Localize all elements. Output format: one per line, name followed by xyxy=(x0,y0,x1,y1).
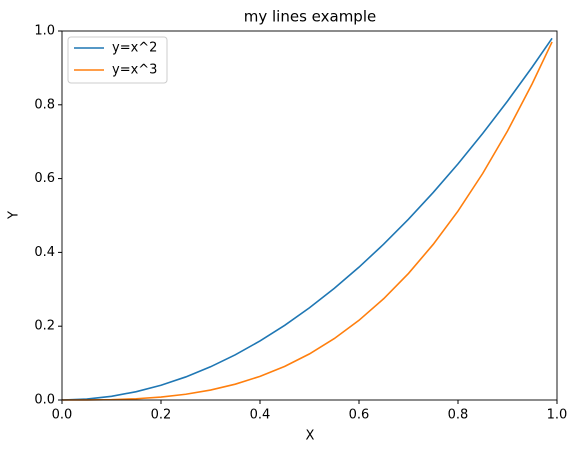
x-tick-label: 0.2 xyxy=(151,408,172,423)
y-tick-label: 1.0 xyxy=(34,24,55,39)
legend-label: y=x^3 xyxy=(112,63,157,78)
chart-title: my lines example xyxy=(244,8,376,26)
y-axis-label: Y xyxy=(7,211,22,220)
x-tick-label: 0.6 xyxy=(349,408,370,423)
x-tick-label: 0.0 xyxy=(52,408,73,423)
y-tick-label: 0.4 xyxy=(34,245,55,260)
line-series xyxy=(61,37,553,401)
legend-label: y=x^2 xyxy=(112,41,157,56)
y-tick-label: 0.6 xyxy=(34,171,55,186)
plot-frame xyxy=(61,30,558,401)
y-tick-label: 0.8 xyxy=(34,97,55,112)
x-tick-label: 0.8 xyxy=(448,408,469,423)
y-tick-label: 0.0 xyxy=(34,393,55,408)
x-tick-label: 0.4 xyxy=(250,408,271,423)
line-series xyxy=(61,41,553,401)
y-tick-label: 0.2 xyxy=(34,319,55,334)
x-axis-label: X xyxy=(306,429,315,444)
x-tick-label: 1.0 xyxy=(547,408,568,423)
